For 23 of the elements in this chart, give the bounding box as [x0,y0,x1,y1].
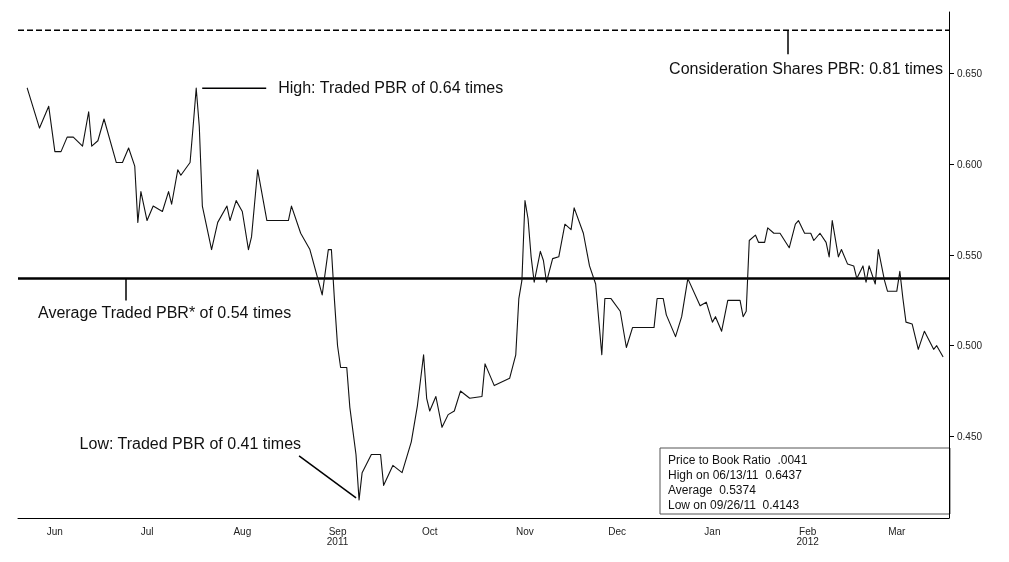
x-tick-label: Aug [233,525,252,537]
legend-label: Average Traded PBR* of 0.54 times [38,304,292,322]
x-tick-label: Jul [140,525,154,537]
y-tick-label: 0.650 [957,68,983,80]
annotation: Low: Traded PBR of 0.41 times [79,435,302,453]
x-tick-label: Sep 2011 [326,525,349,547]
y-tick-label: 0.600 [957,158,983,170]
annotation: High on 06/13/11 0.6437 [668,468,803,482]
annotation: Price to Book Ratio .0041 [668,453,808,467]
y-tick-label: 0.450 [957,430,983,442]
annotation: Average 0.5374 [668,483,757,497]
x-tick-label: Jun [46,525,63,537]
x-tick-label: Mar [888,525,907,537]
annotation: High: Traded PBR of 0.64 times [278,78,504,96]
y-tick-label: 0.500 [957,340,983,352]
y-tick-label: 0.550 [957,249,983,261]
x-tick-label: Nov [516,525,534,537]
annotation: Low on 09/26/11 0.4143 [668,498,800,512]
x-tick-label: Oct [421,525,438,537]
x-tick-label: Feb 2012 [796,525,820,547]
annotation: Consideration Shares PBR: 0.81 times [669,59,944,77]
x-tick-label: Jan [704,525,721,537]
x-tick-label: Dec [608,525,627,537]
